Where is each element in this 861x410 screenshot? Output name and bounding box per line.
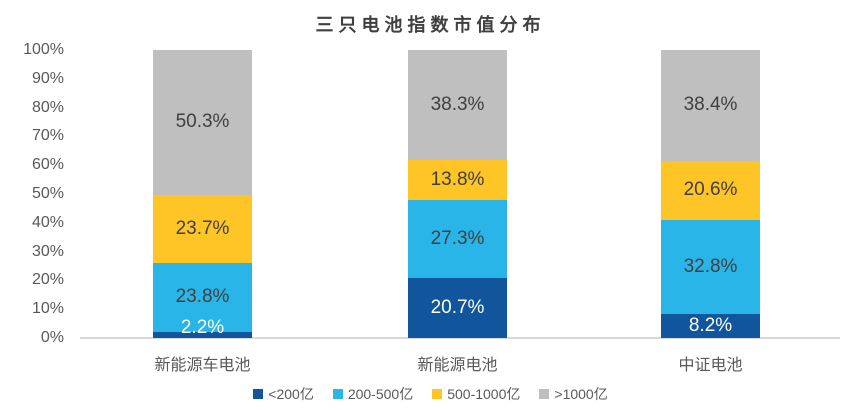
bar-segment: 13.8% [408, 160, 507, 200]
x-axis-line [80, 337, 840, 339]
legend-swatch-icon [253, 389, 264, 399]
y-axis-tick-label: 80% [31, 98, 64, 116]
stacked-bar: 20.7% 27.3% 13.8% 38.3% [408, 49, 507, 338]
y-axis-tick-label: 20% [31, 271, 64, 289]
segment-value-label: 20.6% [683, 179, 738, 201]
bar-segment: 23.8% [153, 263, 252, 332]
bar-segment: 8.2% [661, 314, 760, 338]
y-axis-tick-label: 100% [23, 41, 64, 58]
segment-value-label: 27.3% [430, 228, 485, 250]
legend-label: >1000亿 [554, 386, 608, 402]
bar-segment: 38.4% [661, 50, 760, 161]
bar-segment: 32.8% [661, 219, 760, 315]
y-axis-tick-label: 30% [31, 242, 64, 260]
segment-value-label: 50.3% [175, 111, 230, 133]
x-axis-label: 中证电池 [678, 357, 743, 374]
segment-value-label: 8.2% [688, 315, 733, 337]
legend-item: <200亿 [253, 384, 314, 404]
chart-title: 三只电池指数市值分布 [315, 15, 546, 35]
segment-value-label: 13.8% [430, 168, 485, 190]
bar-segment: 38.3% [408, 49, 507, 161]
x-axis-label: 新能源车电池 [154, 357, 251, 374]
x-axis-label: 新能源电池 [417, 357, 498, 374]
stacked-bar: 8.2% 32.8% 20.6% 38.4% [661, 50, 760, 338]
bar-segment: 23.7% [153, 194, 252, 264]
segment-value-label: 38.3% [430, 93, 485, 115]
segment-value-label: 23.7% [175, 218, 230, 239]
legend-swatch-icon [332, 389, 343, 399]
y-axis-tick-label: 10% [31, 300, 64, 318]
segment-value-label: 2.2% [180, 317, 225, 338]
segment-value-label: 20.7% [430, 297, 485, 319]
y-axis-tick-label: 0% [40, 329, 64, 346]
bar-segment: 20.6% [661, 160, 760, 220]
legend-item: 200-500亿 [332, 384, 414, 404]
legend-swatch-icon [432, 389, 443, 399]
stacked-bar: 2.2% 23.8% 23.7% 50.3% [153, 50, 252, 338]
legend-item: 500-1000亿 [432, 384, 520, 404]
legend-label: 500-1000亿 [447, 386, 521, 402]
segment-value-label: 32.8% [683, 256, 738, 278]
y-axis: 100% 90% 80% 70% 60% 50% 40% 30% 20% 10% 0% [0, 0, 64, 410]
y-axis-tick-label: 90% [31, 69, 64, 87]
segment-value-label: 23.8% [175, 286, 230, 308]
legend-label: <200亿 [268, 386, 314, 402]
y-axis-tick-label: 50% [31, 185, 64, 202]
y-axis-tick-label: 70% [31, 127, 64, 145]
bar-segment: 2.2% [153, 317, 252, 338]
bar-segment: 27.3% [408, 199, 507, 279]
bar-segment: 50.3% [153, 50, 252, 195]
legend-label: 200-500亿 [347, 386, 414, 402]
y-axis-tick-label: 40% [31, 213, 64, 231]
segment-value-label: 38.4% [683, 94, 738, 116]
legend: <200亿 200-500亿 500-1000亿 >1000亿 [0, 384, 861, 404]
y-axis-tick-label: 60% [31, 156, 64, 174]
legend-swatch-icon [539, 389, 550, 399]
legend-item: >1000亿 [539, 384, 608, 404]
bar-segment: 20.7% [408, 278, 507, 338]
